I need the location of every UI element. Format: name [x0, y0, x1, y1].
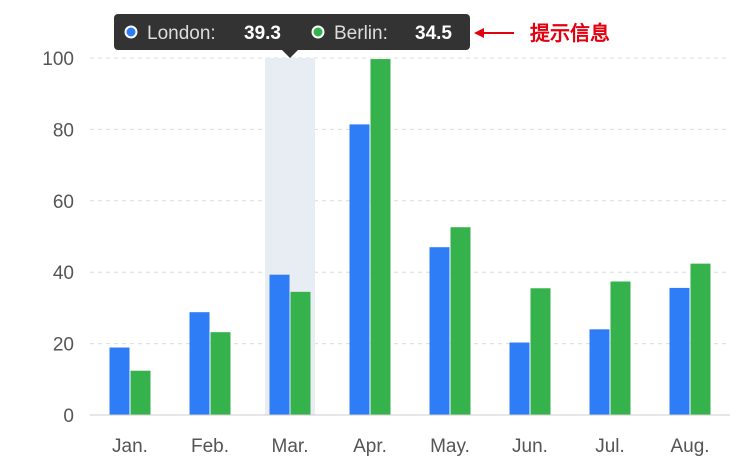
y-tick-label: 0	[63, 406, 74, 427]
x-tick-label: Feb.	[191, 436, 229, 457]
tooltip-berlin-value: 34.5	[415, 23, 452, 44]
bar-berlin-jan[interactable]	[130, 370, 151, 415]
tooltip-london-value: 39.3	[244, 23, 281, 44]
bar-berlin-jun[interactable]	[530, 288, 551, 415]
annotation-arrow-head	[474, 28, 484, 38]
london-legend-dot	[124, 25, 138, 39]
gridlines	[90, 57, 730, 345]
bar-london-apr[interactable]	[349, 124, 370, 415]
x-tick-label: Mar.	[272, 436, 309, 457]
y-tick-label: 40	[53, 263, 74, 284]
bar-london-may[interactable]	[429, 247, 450, 415]
bars-group	[109, 59, 711, 416]
bar-london-jun[interactable]	[509, 342, 530, 415]
tooltip-london-label: London:	[147, 23, 216, 44]
bar-london-jul[interactable]	[589, 329, 610, 415]
x-axis-tick-labels: Jan. Feb. Mar. Apr. May. Jun. Jul. Aug.	[112, 436, 710, 457]
y-tick-label: 100	[42, 49, 74, 70]
bar-berlin-apr[interactable]	[370, 59, 391, 416]
bar-berlin-feb[interactable]	[210, 332, 231, 415]
tooltip: London: 39.3 Berlin: 34.5	[114, 14, 470, 58]
x-tick-label: Jan.	[112, 436, 148, 457]
bar-berlin-mar[interactable]	[290, 291, 311, 415]
y-axis-tick-labels: 0 20 40 60 80 100	[42, 49, 74, 427]
bar-berlin-jul[interactable]	[610, 281, 631, 415]
x-tick-label: May.	[430, 436, 470, 457]
bar-london-mar[interactable]	[269, 274, 290, 415]
bar-london-feb[interactable]	[189, 312, 210, 415]
x-tick-label: Jun.	[512, 436, 548, 457]
bar-berlin-may[interactable]	[450, 227, 471, 415]
y-tick-label: 20	[53, 335, 74, 356]
tooltip-berlin-label: Berlin:	[334, 23, 388, 44]
y-tick-label: 80	[53, 120, 74, 141]
bar-london-aug[interactable]	[669, 287, 690, 415]
x-tick-label: Jul.	[595, 436, 625, 457]
x-tick-label: Apr.	[353, 436, 387, 457]
y-tick-label: 60	[53, 192, 74, 213]
x-tick-label: Aug.	[670, 436, 709, 457]
bar-london-jan[interactable]	[109, 347, 130, 415]
annotation-text: 提示信息	[530, 21, 610, 45]
tooltip-pointer	[282, 50, 298, 58]
annotation: 提示信息	[474, 21, 610, 45]
tooltip-background	[114, 14, 470, 50]
bar-berlin-aug[interactable]	[690, 263, 711, 415]
berlin-legend-dot	[311, 25, 325, 39]
